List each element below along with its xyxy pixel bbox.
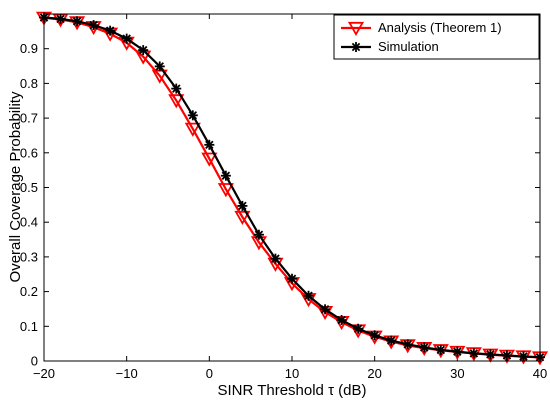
series-1-point-27	[485, 349, 496, 360]
y-tick-label-4: 0.4	[20, 215, 38, 230]
series-1-point-21	[386, 335, 397, 346]
series-1-point-4	[105, 25, 116, 36]
x-tick-label-6: 40	[533, 366, 547, 381]
series-1-point-7	[154, 61, 165, 72]
y-tick-label-9: 0.9	[20, 41, 38, 56]
series-0-point-8	[168, 94, 185, 109]
y-tick-label-6: 0.6	[20, 145, 38, 160]
legend-label-simulation: Simulation	[378, 39, 439, 54]
series-0-point-11	[217, 183, 234, 198]
x-tick-label-1: −10	[116, 366, 138, 381]
series-1-point-17	[320, 304, 331, 315]
y-tick-label-1: 0.1	[20, 319, 38, 334]
series-1-point-8	[171, 83, 182, 94]
y-tick-label-3: 0.3	[20, 249, 38, 264]
series-1-point-14	[270, 253, 281, 264]
series-1-point-18	[336, 315, 347, 326]
x-axis-title: SINR Threshold τ (dB)	[217, 382, 366, 399]
series-1-point-24	[435, 344, 446, 355]
series-1-point-15	[287, 273, 297, 284]
series-1-point-5	[121, 33, 132, 44]
series-1-point-13	[253, 229, 264, 240]
y-axis-title: Overall Coverage Probability	[7, 91, 24, 282]
legend: Analysis (Theorem 1) Simulation	[333, 14, 540, 60]
legend-marker-simulation-shape	[351, 42, 361, 52]
tick-labels: −20 −10 0 10 20 30 40 0 0.1 0.2 0.3 0.4 0.5 0.6 0.7 0.8…	[20, 41, 547, 381]
series-1-point-12	[237, 200, 248, 211]
legend-label-analysis: Analysis (Theorem 1)	[378, 20, 502, 35]
x-tick-label-2: 0	[206, 366, 213, 381]
x-tick-label-0: −20	[33, 366, 55, 381]
series-0-point-9	[184, 122, 201, 137]
legend-marker-analysis-shape	[347, 21, 365, 36]
x-tick-label-3: 10	[285, 366, 299, 381]
legend-marker-analysis	[347, 21, 365, 36]
series-1-point-25	[452, 346, 463, 357]
legend-box	[333, 14, 540, 60]
y-tick-label-7: 0.7	[20, 111, 38, 126]
series-1-point-26	[468, 348, 479, 359]
series-1-point-9	[187, 110, 198, 121]
series-1-point-16	[303, 290, 314, 301]
series-1-point-10	[204, 139, 215, 150]
series-1-point-20	[369, 330, 380, 341]
series-1	[39, 12, 545, 363]
x-tick-label-4: 20	[367, 366, 381, 381]
series-1-point-19	[353, 323, 364, 334]
series-0-point-10	[201, 152, 218, 167]
y-tick-label-8: 0.8	[20, 76, 38, 91]
series-1-point-29	[518, 351, 529, 362]
y-tick-label-5: 0.5	[20, 180, 38, 195]
series-1-point-1	[55, 13, 66, 24]
series-1-point-3	[88, 20, 99, 31]
series-1-point-6	[138, 45, 149, 56]
y-tick-label-0: 0	[31, 354, 38, 369]
legend-marker-simulation	[351, 42, 361, 52]
series-0-point-12	[234, 210, 251, 225]
x-tick-label-5: 30	[450, 366, 464, 381]
series-1-point-28	[501, 350, 512, 361]
plot-frame	[43, 13, 541, 362]
series-layer	[35, 11, 549, 366]
series-1-point-2	[72, 16, 83, 27]
series-1-point-23	[419, 342, 430, 353]
plot-background	[44, 14, 540, 361]
series-1-point-22	[402, 339, 413, 350]
series-1-point-11	[220, 170, 231, 181]
y-tick-label-2: 0.2	[20, 284, 38, 299]
